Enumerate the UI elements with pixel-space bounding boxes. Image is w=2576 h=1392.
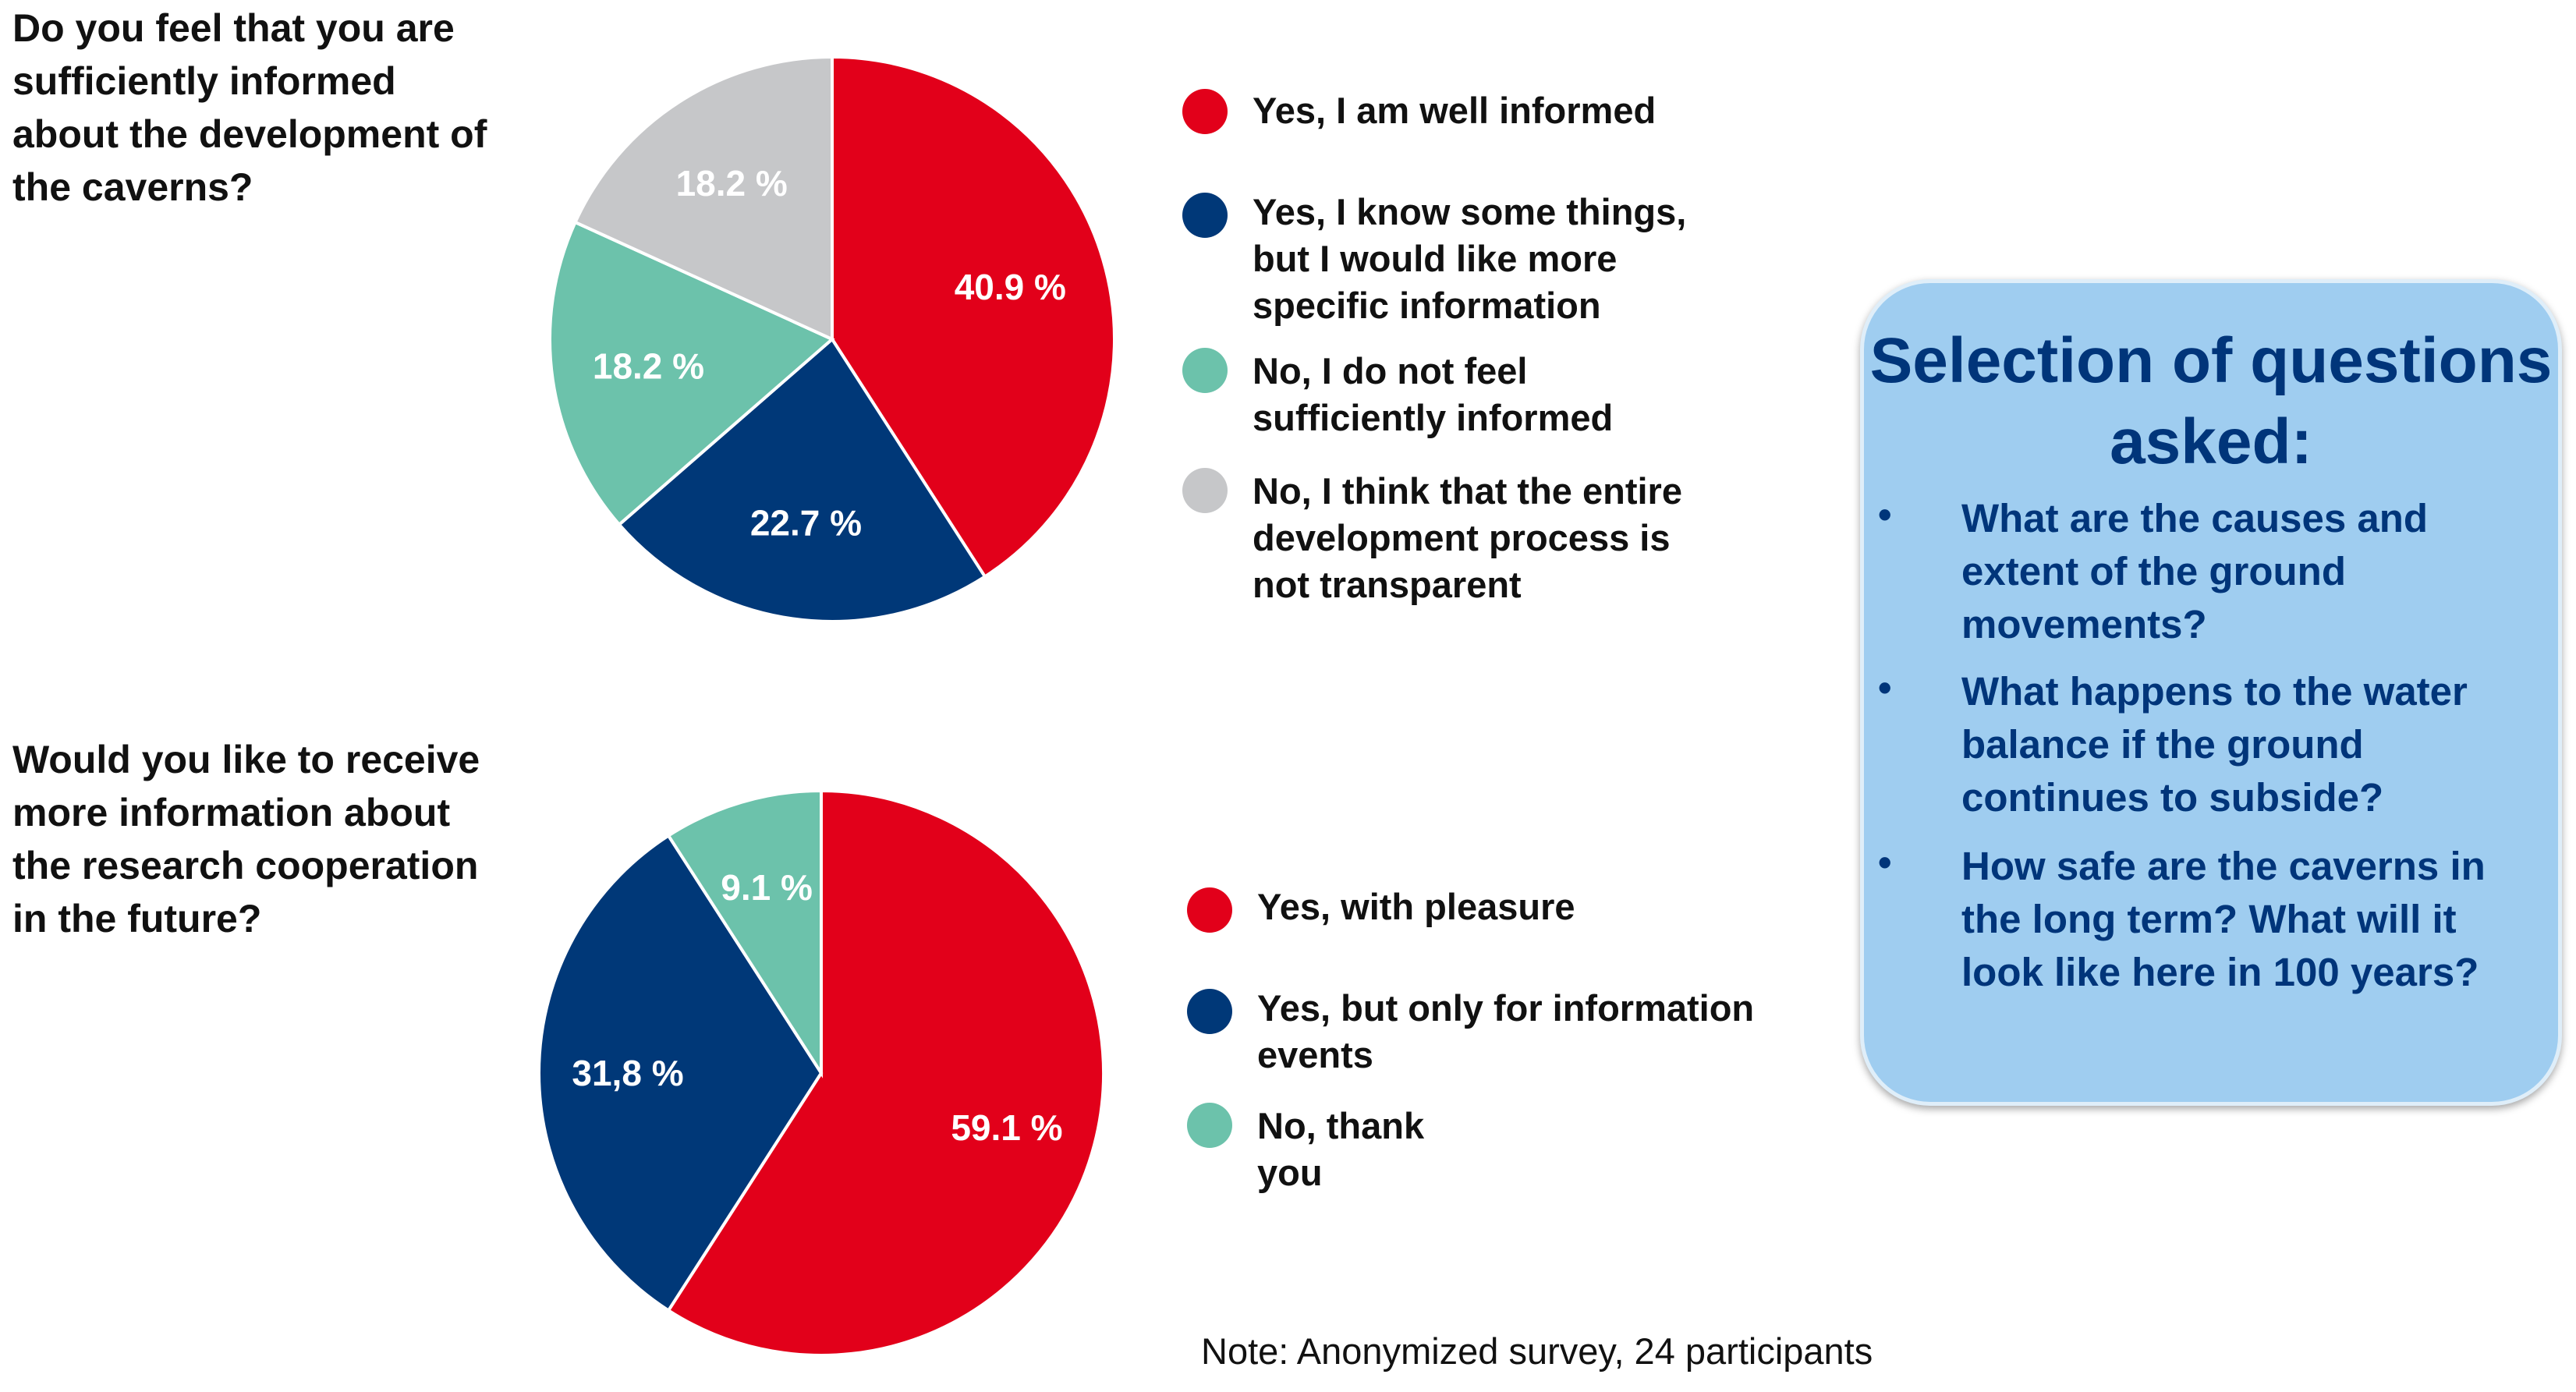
- pie-value-label: 22.7 %: [750, 503, 862, 544]
- legend-label: Yes, I am well informed: [1253, 90, 1657, 131]
- pie-value-label: 18.2 %: [593, 345, 704, 386]
- pie-slice-1: [666, 788, 1106, 1357]
- pie-chart-informed: 40.9 % 22.7 % 18.2 % 18.2 %: [548, 55, 1117, 623]
- pie-slice-2: [617, 336, 987, 623]
- pie-chart-future-info: 59.1 % 31,8 % 9.1 %: [537, 788, 1106, 1357]
- pie-slice-4: [572, 55, 834, 342]
- pie-value-label: 59.1 %: [951, 1107, 1062, 1148]
- pie-slice-3: [666, 788, 823, 1079]
- question-1-title: Do you feel that you are sufficiently in…: [12, 6, 487, 209]
- bullet-icon: •: [1878, 493, 1892, 537]
- legend-swatch-red: [1187, 887, 1232, 933]
- legend-label: No, I do not feel sufficiently informed: [1253, 350, 1614, 438]
- question-text: How safe are the caverns in the long ter…: [1961, 844, 2486, 994]
- pie-value-label: 9.1 %: [721, 867, 813, 908]
- pie-value-label: 18.2 %: [676, 163, 788, 204]
- pie-value-label: 31,8 %: [572, 1053, 683, 1093]
- legend-label: Yes, but only for information events: [1257, 987, 1755, 1075]
- legend-label: No, I think that the entire development …: [1253, 470, 1682, 605]
- survey-note: Note: Anonymized survey, 24 participants: [1201, 1330, 1873, 1372]
- bullet-icon: •: [1878, 666, 1892, 710]
- selection-of-questions-box: Selection of questions asked: • What are…: [1860, 279, 2562, 1106]
- legend-label: No, thank you: [1257, 1105, 1425, 1193]
- legend-label: Yes, with pleasure: [1257, 886, 1575, 927]
- legend-swatch-teal: [1182, 348, 1228, 393]
- bullet-icon: •: [1878, 841, 1892, 884]
- legend-label: Yes, I know some things, but I would lik…: [1253, 191, 1687, 326]
- selection-box-title: Selection of questions asked:: [1869, 325, 2553, 477]
- legend-swatch-navy: [1187, 989, 1232, 1034]
- question-2-title: Would you like to receive more informati…: [12, 738, 480, 940]
- pie-slice-3: [548, 220, 835, 527]
- pie-value-label: 40.9 %: [955, 267, 1066, 307]
- question-text: What are the causes and extent of the gr…: [1961, 496, 2429, 646]
- legend-swatch-teal: [1187, 1103, 1232, 1148]
- legend-swatch-red: [1182, 89, 1228, 134]
- pie-slice-2: [537, 833, 824, 1313]
- legend-swatch-grey: [1182, 468, 1228, 513]
- question-text: What happens to the water balance if the…: [1961, 669, 2468, 820]
- legend-swatch-navy: [1182, 193, 1228, 238]
